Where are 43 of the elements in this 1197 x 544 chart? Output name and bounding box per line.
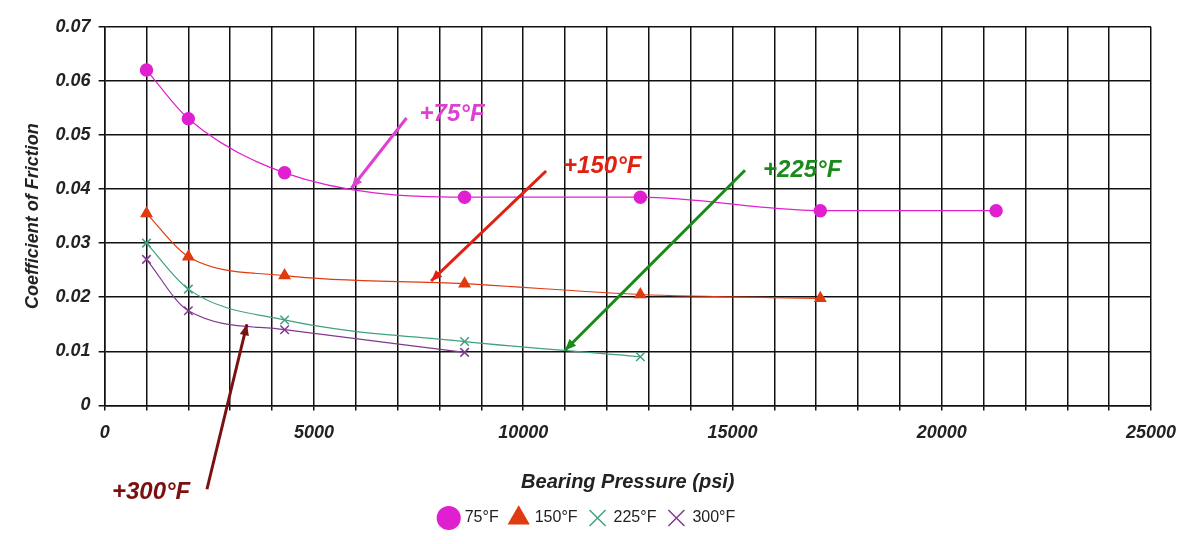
x-tick-label: 0	[99, 422, 110, 443]
point	[139, 63, 154, 77]
x-tick-label: 25000	[1124, 422, 1176, 443]
point	[635, 351, 646, 362]
point	[814, 291, 827, 303]
point	[634, 287, 647, 299]
y-tick-label: 0.06	[55, 69, 92, 90]
y-tick-label: 0	[80, 394, 91, 415]
point	[277, 166, 292, 180]
point	[183, 305, 194, 316]
point	[279, 314, 290, 325]
annotation: +300°F	[111, 476, 192, 504]
legend-label: 225°F	[613, 508, 657, 526]
point	[989, 203, 1003, 218]
point	[459, 347, 470, 358]
y-axis-title: Coefficient of Friction	[21, 123, 42, 309]
y-tick-label: 0.04	[55, 178, 91, 199]
point	[813, 203, 828, 218]
legend-label: 75°F	[464, 508, 499, 526]
y-tick-label: 0.05	[55, 123, 92, 144]
legend-label: 150°F	[534, 508, 578, 526]
legend-label: 300°F	[692, 508, 736, 526]
point	[141, 238, 152, 249]
point	[182, 249, 195, 261]
y-tick-label: 0.07	[55, 15, 92, 36]
x-tick-label: 5000	[293, 422, 334, 443]
point	[181, 112, 196, 126]
point	[140, 206, 153, 218]
point	[183, 284, 194, 295]
point	[279, 324, 290, 335]
x-axis-title: Bearing Pressure (psi)	[521, 469, 735, 492]
point	[457, 190, 472, 204]
y-tick-label: 0.01	[55, 340, 91, 361]
y-tick-label: 0.03	[55, 232, 91, 253]
point	[278, 268, 291, 280]
point	[633, 190, 648, 204]
point	[459, 336, 470, 347]
point	[458, 276, 471, 288]
point	[141, 254, 152, 265]
y-tick-label: 0.02	[55, 286, 91, 307]
x-tick-label: 15000	[707, 422, 758, 443]
x-tick-label: 10000	[498, 422, 549, 443]
x-tick-label: 20000	[915, 422, 967, 443]
